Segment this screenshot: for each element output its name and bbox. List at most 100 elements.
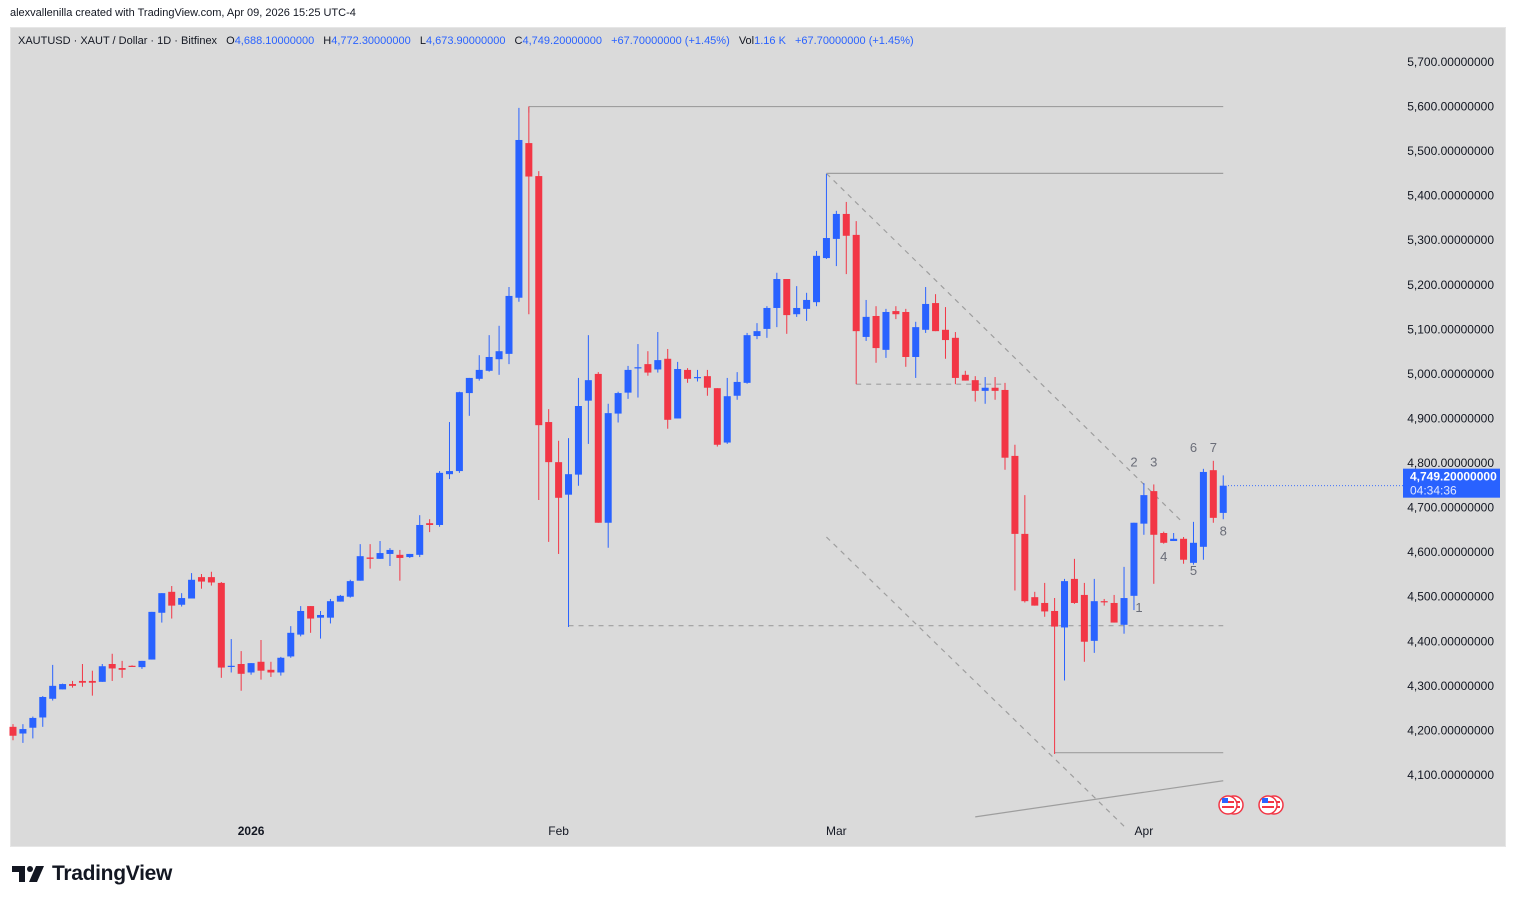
- candle[interactable]: [813, 250, 821, 307]
- candle[interactable]: [277, 656, 285, 676]
- candle[interactable]: [465, 377, 473, 416]
- candle[interactable]: [793, 286, 801, 317]
- candle[interactable]: [197, 573, 205, 589]
- candle[interactable]: [217, 582, 225, 678]
- candle[interactable]: [326, 598, 334, 624]
- time-axis[interactable]: 2026 Feb Mar Apr: [238, 824, 1153, 838]
- candle[interactable]: [128, 665, 136, 667]
- us-flag-icon[interactable]: [1258, 795, 1284, 815]
- drawing-trend-line[interactable]: [975, 780, 1224, 818]
- candle[interactable]: [832, 210, 840, 267]
- candle[interactable]: [426, 519, 434, 533]
- candle[interactable]: [227, 639, 235, 673]
- wave-label[interactable]: 2: [1130, 455, 1137, 470]
- wave-label[interactable]: 6: [1190, 440, 1197, 455]
- candle[interactable]: [49, 664, 57, 701]
- candle[interactable]: [545, 409, 553, 542]
- candle[interactable]: [307, 606, 315, 633]
- candle[interactable]: [356, 544, 364, 581]
- candle[interactable]: [674, 361, 682, 419]
- candle[interactable]: [614, 391, 622, 423]
- tradingview-logo[interactable]: TradingView: [12, 862, 172, 886]
- candle[interactable]: [892, 306, 900, 320]
- candle[interactable]: [912, 321, 920, 378]
- candle[interactable]: [634, 344, 642, 398]
- candle[interactable]: [1170, 532, 1178, 542]
- candle[interactable]: [188, 573, 196, 599]
- drawing-trend-line[interactable]: [826, 172, 1184, 524]
- candle[interactable]: [941, 307, 949, 359]
- candle[interactable]: [69, 680, 77, 688]
- candle[interactable]: [207, 571, 215, 586]
- candle[interactable]: [664, 348, 672, 429]
- candle[interactable]: [842, 201, 850, 275]
- candle[interactable]: [1021, 495, 1029, 603]
- candle[interactable]: [703, 369, 711, 396]
- candle[interactable]: [495, 325, 503, 375]
- candle[interactable]: [287, 626, 295, 658]
- candle[interactable]: [78, 664, 86, 687]
- candle[interactable]: [733, 372, 741, 400]
- candle[interactable]: [1130, 522, 1138, 611]
- candle[interactable]: [386, 548, 394, 566]
- candle[interactable]: [644, 351, 652, 376]
- candle[interactable]: [1199, 468, 1207, 560]
- candle[interactable]: [1080, 582, 1088, 662]
- candle[interactable]: [158, 593, 166, 623]
- candle[interactable]: [763, 306, 771, 338]
- candle[interactable]: [366, 544, 374, 569]
- candle[interactable]: [39, 696, 47, 727]
- candle[interactable]: [1100, 598, 1108, 606]
- candle[interactable]: [971, 376, 979, 402]
- candle[interactable]: [406, 553, 414, 558]
- candle[interactable]: [684, 368, 692, 383]
- candle[interactable]: [654, 332, 662, 373]
- chart-pane[interactable]: [10, 27, 1506, 847]
- candle[interactable]: [574, 377, 582, 486]
- wave-label[interactable]: 7: [1210, 440, 1217, 455]
- candle[interactable]: [416, 515, 424, 558]
- candle[interactable]: [1061, 578, 1069, 681]
- candle[interactable]: [178, 593, 186, 607]
- drawing-trend-line[interactable]: [826, 536, 1125, 827]
- candle[interactable]: [168, 586, 176, 619]
- candle[interactable]: [98, 664, 106, 682]
- candle[interactable]: [1140, 483, 1148, 535]
- candle[interactable]: [88, 670, 96, 696]
- candle[interactable]: [1051, 598, 1059, 755]
- candle[interactable]: [783, 279, 791, 334]
- candle[interactable]: [515, 107, 523, 302]
- candle[interactable]: [713, 388, 721, 447]
- candle[interactable]: [445, 422, 453, 480]
- candle[interactable]: [1150, 484, 1158, 584]
- candle[interactable]: [902, 308, 910, 367]
- candle[interactable]: [436, 471, 444, 527]
- candle[interactable]: [951, 332, 959, 385]
- candle[interactable]: [29, 716, 37, 739]
- candle[interactable]: [525, 106, 533, 315]
- candle[interactable]: [1160, 531, 1168, 544]
- candle[interactable]: [485, 335, 493, 372]
- candle[interactable]: [555, 440, 563, 554]
- candle[interactable]: [932, 294, 940, 332]
- candle[interactable]: [297, 606, 305, 637]
- candle[interactable]: [535, 171, 543, 501]
- candle[interactable]: [1110, 594, 1118, 623]
- candle[interactable]: [475, 355, 483, 381]
- candle[interactable]: [1001, 382, 1009, 470]
- candle[interactable]: [505, 287, 513, 365]
- price-axis[interactable]: 5,700.00000000 5,600.00000000 5,500.000000…: [1228, 55, 1494, 782]
- symbol-title[interactable]: XAUTUSD · XAUT / Dollar · 1D · Bitfinex: [18, 35, 218, 47]
- candle[interactable]: [396, 549, 404, 581]
- candle[interactable]: [376, 541, 384, 559]
- candle[interactable]: [247, 663, 255, 675]
- candle[interactable]: [882, 308, 890, 358]
- candle[interactable]: [822, 173, 830, 259]
- candle[interactable]: [803, 292, 811, 321]
- candle[interactable]: [743, 332, 751, 384]
- candle[interactable]: [59, 683, 67, 690]
- candle[interactable]: [1011, 444, 1019, 591]
- wave-label[interactable]: 8: [1220, 524, 1227, 539]
- candle[interactable]: [991, 377, 999, 400]
- candle[interactable]: [1209, 460, 1217, 523]
